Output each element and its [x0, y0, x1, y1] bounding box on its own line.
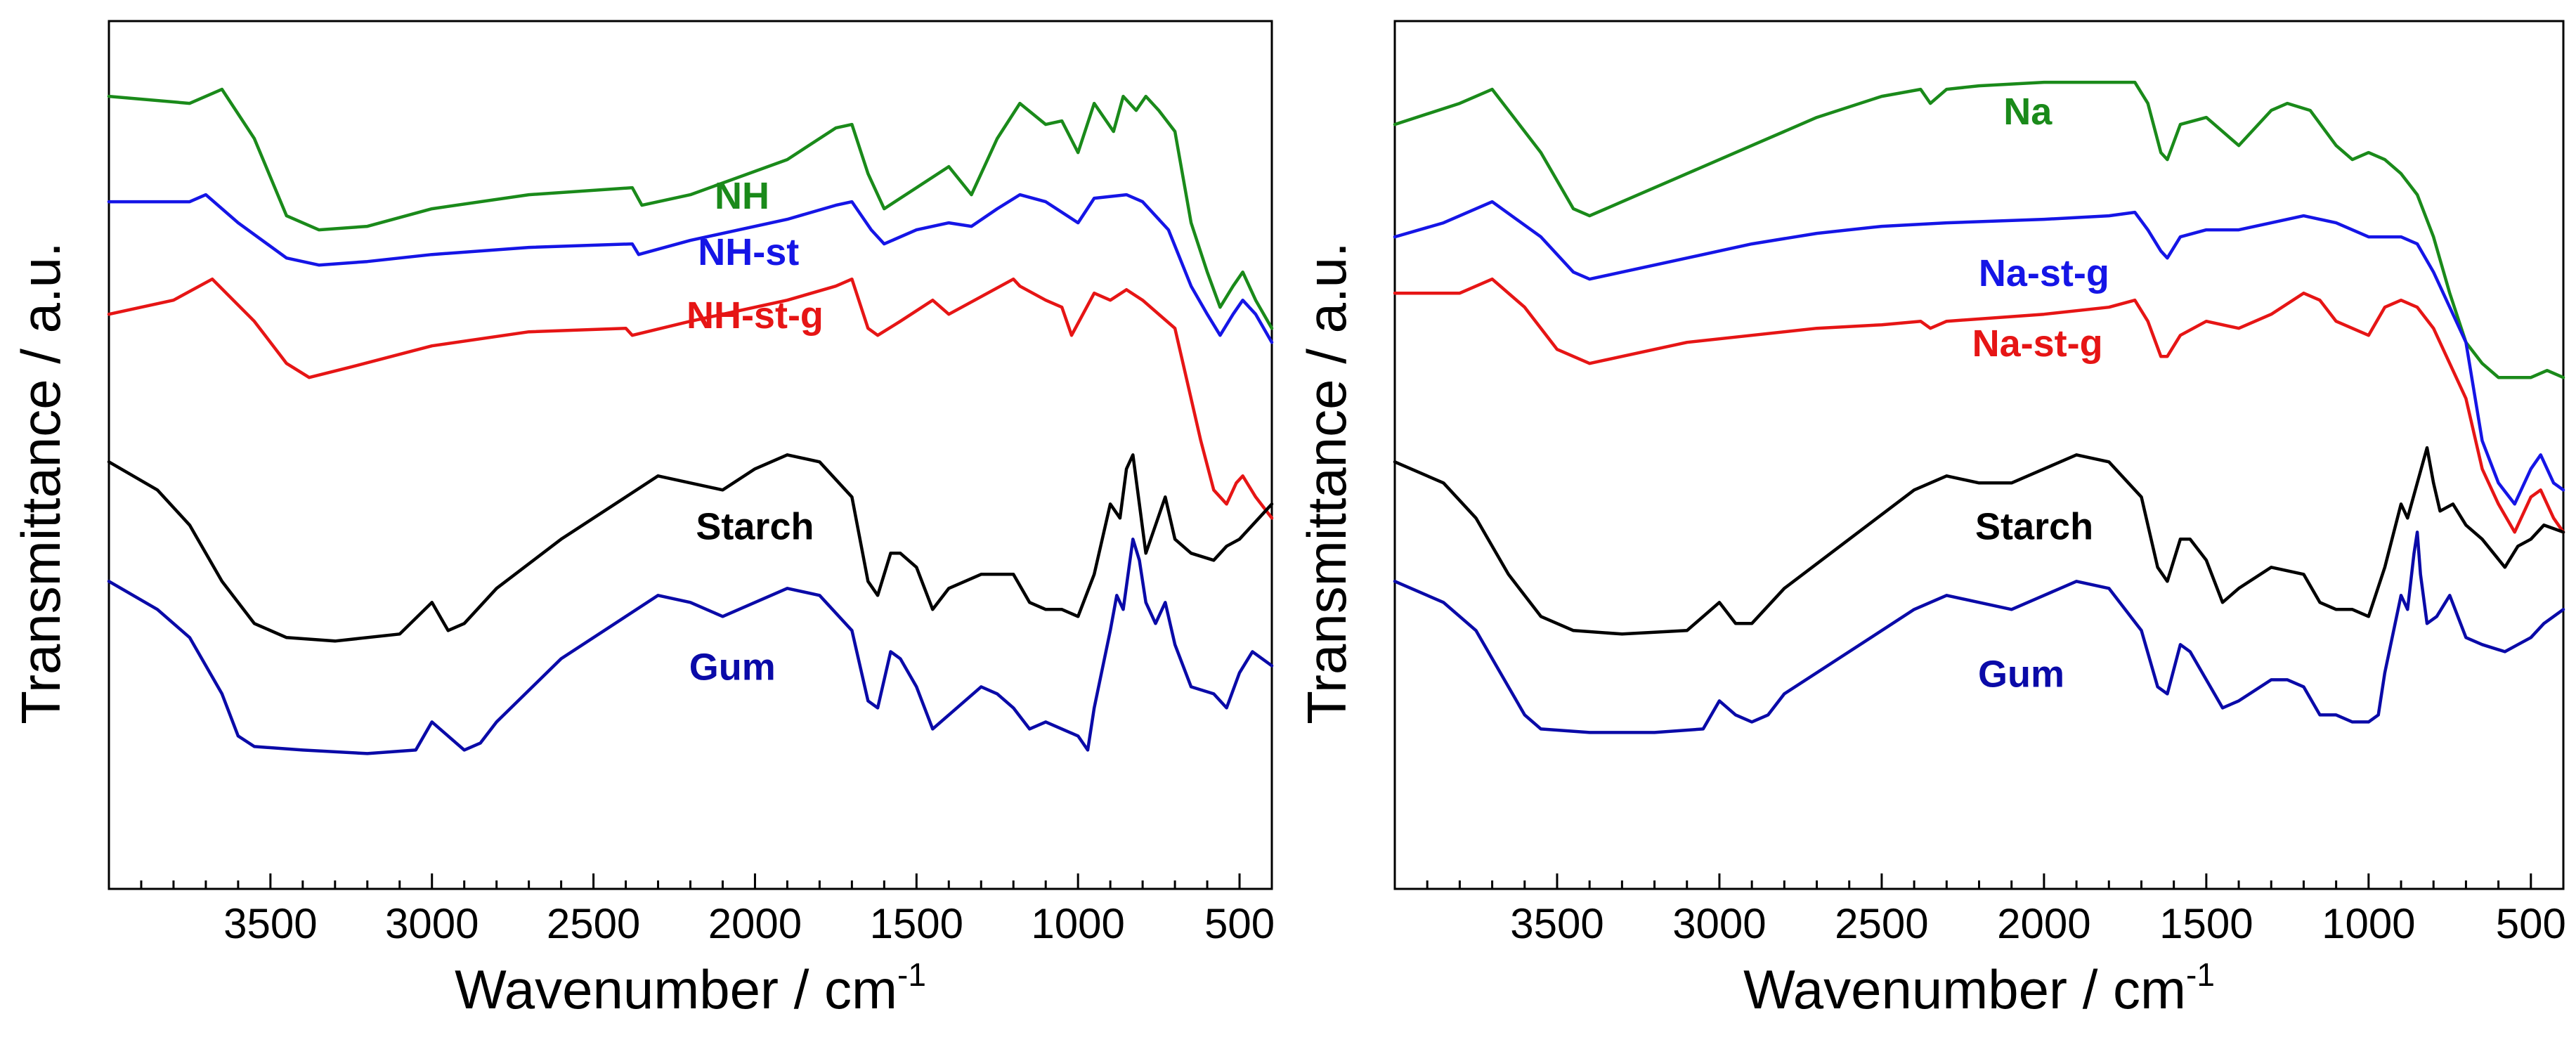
- x-tick-label: 1000: [1031, 900, 1124, 947]
- series-line-gum: [107, 538, 1274, 755]
- series-line-nh-st: [107, 193, 1274, 344]
- x-tick-label: 2500: [1835, 900, 1928, 947]
- y-axis-title: Transmittance / a.u.: [10, 242, 72, 724]
- x-tick-label: 1500: [2159, 900, 2253, 947]
- series-line-nh: [107, 87, 1274, 330]
- series-label-nh: NH: [715, 175, 769, 217]
- x-tick-label: 1000: [2322, 900, 2415, 947]
- x-tick-label: 500: [1204, 900, 1275, 947]
- series-line-starch: [107, 453, 1274, 643]
- y-axis-title: Transmittance / a.u.: [1296, 242, 1358, 724]
- series-label-nh-st: NH-st: [698, 231, 799, 273]
- x-axis-title: Wavenumber / cm-1: [455, 956, 926, 1020]
- series-label-na-st-g: Na-st-g: [1972, 323, 2103, 365]
- series-label-nh-st-g: NH-st-g: [687, 294, 824, 337]
- series-label-starch: Starch: [696, 505, 814, 547]
- x-tick-label: 3500: [1510, 900, 1604, 947]
- series-line-na-st-g: [1393, 277, 2565, 534]
- x-tick-label: 2500: [547, 900, 640, 947]
- right-chart-panel: 3500 3000 2500 2000 1500 1000 500 Wavenumber / …: [1296, 20, 2566, 1020]
- series-label-na: Na: [2003, 91, 2053, 133]
- series-label-gum: Gum: [689, 646, 776, 688]
- plot-frame: [108, 20, 1273, 890]
- x-tick-label: 500: [2496, 900, 2566, 947]
- series-line-starch: [1393, 446, 2565, 636]
- series-label-na-st-g: Na-st-g: [1979, 252, 2109, 294]
- series-line-na-st-g: [1393, 200, 2565, 506]
- x-axis-title-superscript: -1: [2186, 956, 2215, 993]
- series-line-gum: [1393, 531, 2565, 734]
- x-axis-title: Wavenumber / cm-1: [1743, 956, 2215, 1020]
- x-tick-label: 3500: [223, 900, 317, 947]
- left-chart-panel: 3500 3000 2500 2000 1500 1000 500 Wavenumber / …: [10, 20, 1275, 1020]
- x-tick-label: 1500: [870, 900, 963, 947]
- series-line-na: [1393, 80, 2565, 379]
- x-axis-title-text: Wavenumber / cm: [455, 958, 897, 1020]
- x-tick-label: 2000: [708, 900, 802, 947]
- series-line-nh-st-g: [107, 277, 1274, 520]
- x-tick-label: 3000: [385, 900, 479, 947]
- x-tick-label: 3000: [1672, 900, 1766, 947]
- series-label-starch: Starch: [1975, 505, 2093, 547]
- x-axis-title-superscript: -1: [897, 956, 926, 993]
- x-axis-title-text: Wavenumber / cm: [1743, 958, 2186, 1020]
- series-label-gum: Gum: [1978, 653, 2064, 695]
- x-tick-label: 2000: [1997, 900, 2090, 947]
- plot-frame: [1393, 20, 2565, 890]
